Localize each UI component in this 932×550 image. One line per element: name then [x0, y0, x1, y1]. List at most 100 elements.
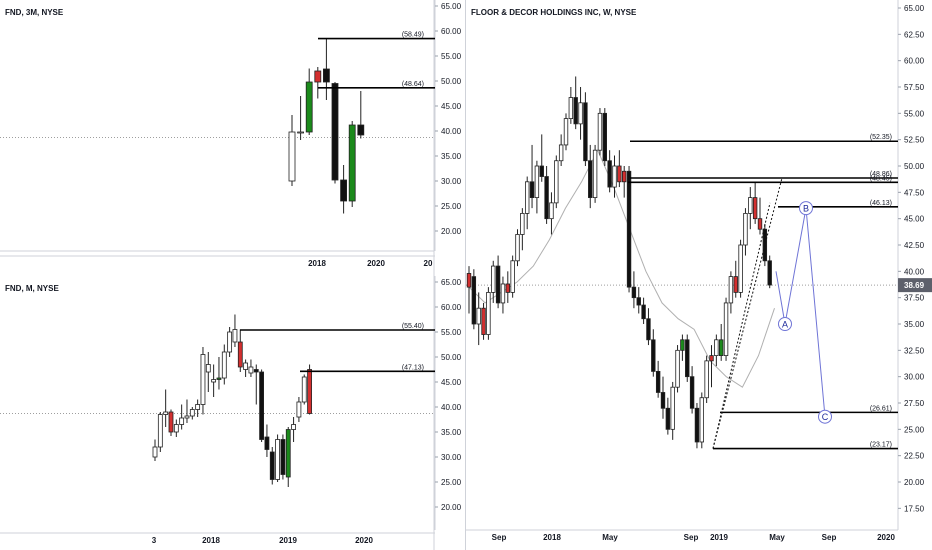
- chart-title-weekly: FLOOR & DECOR HOLDINGS INC, W, NYSE: [471, 8, 637, 17]
- candle: [288, 115, 296, 186]
- y-tick-label: 50.00: [441, 353, 462, 362]
- candle: [694, 403, 700, 449]
- candle: [291, 417, 296, 442]
- candle-body: [651, 339, 656, 372]
- candle-body: [200, 354, 206, 405]
- quarterly-chart[interactable]: 65.00 60.00 55.00 50.00 45.00 40.00 35.00 30.00…: [0, 0, 462, 268]
- candle-body: [184, 415, 190, 419]
- candle-body: [714, 339, 719, 356]
- candle-body: [179, 417, 185, 425]
- candle: [259, 369, 265, 442]
- candle: [767, 255, 772, 289]
- candle: [558, 134, 564, 166]
- weekly-chart[interactable]: 65.00 62.50 60.00 57.50 55.00 52.50 50.00 47.50…: [466, 0, 932, 542]
- level-label: (46.13): [870, 200, 892, 207]
- candle-body: [563, 118, 569, 146]
- y-tick-label: 62.50: [904, 30, 925, 39]
- y-tick-label: 30.00: [904, 373, 925, 382]
- candle: [200, 347, 206, 415]
- candle: [163, 389, 169, 427]
- candle: [515, 229, 520, 267]
- candle: [689, 366, 695, 414]
- wave-label: C: [822, 412, 829, 422]
- x-tick-label: 20: [424, 259, 433, 268]
- candle: [743, 208, 748, 256]
- candle: [157, 412, 163, 452]
- candle-body: [617, 165, 622, 183]
- candle-body: [237, 341, 243, 368]
- x-tick-label: 2018: [202, 536, 220, 545]
- candle: [549, 192, 554, 235]
- candle: [481, 302, 486, 340]
- candle-body: [232, 329, 238, 343]
- candle-body: [762, 228, 768, 262]
- y-tick-label: 35.00: [441, 152, 462, 161]
- candle-body: [660, 392, 666, 409]
- candle: [179, 404, 185, 430]
- candle: [471, 269, 477, 330]
- candle: [719, 324, 724, 361]
- x-tick-label: 2020: [877, 533, 895, 542]
- candle: [476, 292, 481, 346]
- candle: [466, 266, 472, 314]
- candle-body: [331, 83, 339, 181]
- candle: [269, 447, 275, 485]
- candle-body: [733, 276, 738, 293]
- candle: [544, 166, 549, 224]
- candle-body: [568, 97, 574, 119]
- candle-body: [173, 424, 179, 433]
- candle-body: [592, 149, 598, 198]
- y-tick-label: 47.50: [904, 188, 925, 197]
- wave-marker-c: [818, 409, 832, 424]
- x-tick-label: May: [602, 533, 618, 542]
- wave-marker-a: [778, 317, 792, 331]
- candle: [728, 271, 734, 314]
- candle-body: [597, 112, 603, 151]
- candle: [495, 255, 501, 309]
- candle: [331, 82, 339, 184]
- candle: [264, 424, 270, 457]
- y-tick-label: 45.00: [441, 102, 462, 111]
- level-label: (48.86): [870, 171, 892, 178]
- candle-body: [554, 160, 559, 204]
- candle-body: [689, 376, 695, 409]
- candle: [305, 68, 313, 135]
- candle: [297, 96, 305, 140]
- candle: [322, 38, 330, 100]
- candle-body: [675, 349, 680, 388]
- candle-body: [505, 283, 510, 293]
- candle-body: [163, 411, 169, 415]
- candle-body: [168, 411, 174, 433]
- candle-body: [743, 212, 748, 246]
- candle-body: [195, 404, 201, 410]
- monthly-chart[interactable]: 65.00 60.00 55.00 50.00 45.00 40.00 35.00 30.00…: [0, 276, 462, 545]
- wave-label: A: [782, 320, 788, 330]
- candle: [491, 260, 496, 303]
- y-tick-label: 40.00: [904, 267, 925, 276]
- candle-body: [280, 439, 286, 475]
- candle: [500, 276, 506, 314]
- last-price-label: 38.69: [441, 134, 462, 143]
- candle: [280, 434, 286, 480]
- candle-body: [314, 70, 322, 83]
- candle-body: [694, 407, 700, 443]
- candle: [612, 155, 617, 198]
- y-tick-label: 30.00: [441, 453, 462, 462]
- candle: [216, 357, 222, 390]
- candle: [573, 76, 578, 130]
- y-tick-label: 45.00: [904, 215, 925, 224]
- candle-body: [515, 234, 520, 262]
- level-label: (52.35): [870, 134, 892, 141]
- candle-body: [243, 362, 249, 370]
- candle-body: [558, 144, 564, 162]
- level-label: (26.61): [870, 405, 892, 412]
- candle-body: [253, 369, 259, 373]
- y-tick-label: 40.00: [441, 403, 462, 412]
- y-tick-label: 30.00: [441, 177, 462, 186]
- candle: [529, 144, 535, 209]
- candle-body: [655, 370, 661, 393]
- candle-body: [665, 407, 671, 430]
- candle-body: [622, 170, 627, 183]
- y-tick-label: 57.50: [904, 83, 925, 92]
- candle-body: [631, 286, 637, 299]
